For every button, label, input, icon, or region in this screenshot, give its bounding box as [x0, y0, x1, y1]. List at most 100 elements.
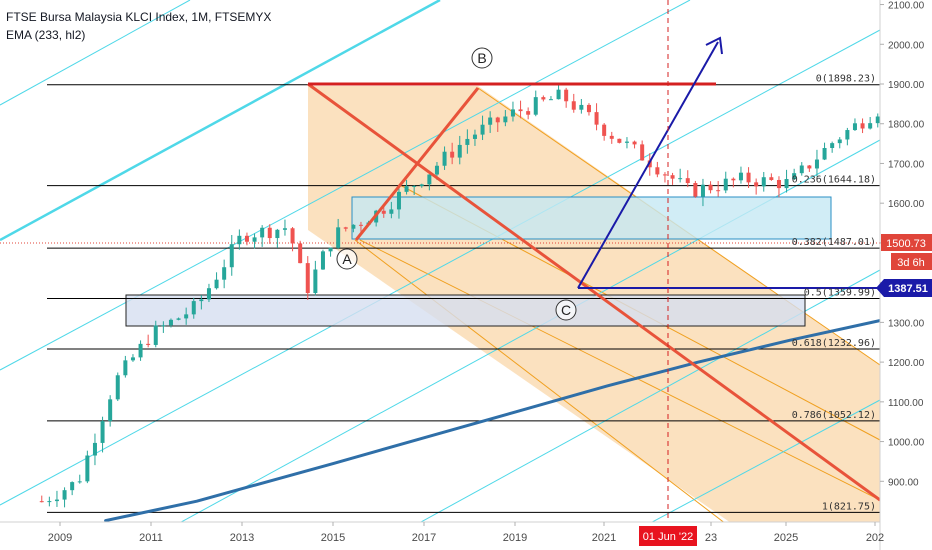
candle-body: [54, 499, 59, 502]
candle-body: [769, 177, 774, 180]
candle-body: [343, 227, 348, 229]
candle-body: [556, 89, 561, 100]
candle-body: [404, 186, 409, 192]
fib-level-label: 0(1898.23): [816, 74, 876, 85]
candle-body: [708, 184, 713, 191]
candle-body: [510, 109, 515, 117]
date-marker-tag: 01 Jun '22: [639, 526, 697, 546]
candle-body: [533, 97, 538, 115]
arrow-head-icon: [705, 36, 723, 55]
x-axis[interactable]: 2009 2011 2013 2015 2017 2019 2021 23 2025 202: [48, 522, 884, 544]
candle-body: [123, 360, 128, 376]
y-tick-label: 900.00: [888, 477, 919, 488]
candle-body: [579, 104, 584, 110]
candle-body: [267, 227, 272, 239]
candle-body: [313, 269, 318, 293]
x-tick-label: 2013: [230, 532, 254, 544]
candle-body: [807, 165, 812, 169]
y-tick-label: 2000.00: [888, 40, 925, 51]
candle-body: [191, 301, 196, 315]
candle-body: [868, 123, 873, 129]
candle-body: [685, 178, 690, 184]
candle-body: [860, 123, 865, 129]
candle-body: [427, 174, 432, 185]
candle-body: [244, 235, 249, 242]
candle-body: [488, 117, 493, 125]
y-tick-label: 1800.00: [888, 120, 925, 131]
candle-body: [298, 243, 303, 264]
candle-body: [526, 111, 531, 115]
candle-body: [746, 172, 751, 183]
candle-body: [85, 455, 90, 482]
ema-line: [104, 319, 880, 522]
candle-body: [852, 123, 857, 131]
candle-body: [480, 124, 485, 135]
y-tick-label: 1300.00: [888, 318, 925, 329]
candle-body: [655, 167, 660, 175]
candle-body: [336, 227, 341, 248]
candle-body: [389, 209, 394, 214]
candle-body: [594, 112, 599, 125]
wave-a-b-line: [354, 87, 480, 241]
candle-body: [822, 148, 827, 160]
candle-body: [465, 138, 470, 145]
candle-body: [146, 343, 151, 345]
candle-body: [678, 178, 683, 180]
candle-body: [39, 501, 44, 503]
candle-body: [396, 191, 401, 210]
candle-body: [472, 134, 477, 139]
candle-body: [503, 116, 508, 123]
point-a-marker: A: [336, 248, 358, 270]
candle-body: [260, 227, 265, 238]
candle-body: [700, 184, 705, 197]
candle-body: [723, 178, 728, 191]
last-price-tag: 1500.73: [881, 234, 932, 251]
candle-body: [176, 318, 181, 320]
candle-body: [586, 104, 591, 113]
countdown-tag: 3d 6h: [891, 253, 932, 270]
candle-body: [495, 117, 500, 123]
candle-body: [282, 228, 287, 230]
candle-body: [693, 183, 698, 197]
svg-text:3d 6h: 3d 6h: [897, 257, 925, 269]
candle-body: [62, 490, 67, 500]
fib-level-label: 0.236(1644.18): [792, 175, 876, 186]
candle-body: [92, 442, 97, 456]
candle-body: [738, 172, 743, 181]
x-tick-label: 2011: [139, 532, 163, 544]
candle-body: [328, 247, 333, 252]
candle-body: [77, 481, 82, 483]
projection-arrow-shaft: [577, 41, 719, 289]
candle-body: [571, 101, 576, 110]
candle-body: [792, 173, 797, 180]
chart-legend: FTSE Bursa Malaysia KLCI Index, 1M, FTSE…: [6, 8, 271, 44]
downtrend-line: [307, 82, 880, 502]
y-tick-label: 2100.00: [888, 1, 925, 12]
candle-body: [252, 237, 257, 242]
candle-body: [450, 151, 455, 158]
candle-body: [419, 184, 424, 186]
candle-body: [108, 399, 113, 422]
y-tick-label: 1000.00: [888, 438, 925, 449]
candle-body: [457, 144, 462, 158]
candle-body: [814, 159, 819, 169]
candle-body: [617, 138, 622, 143]
candle-body: [138, 343, 143, 358]
candle-body: [609, 135, 614, 139]
candle-body: [624, 141, 629, 143]
svg-text:1500.73: 1500.73: [886, 238, 926, 250]
candle-body: [875, 116, 880, 124]
fib-level-label: 0.382(1487.01): [792, 237, 876, 248]
candle-body: [761, 177, 766, 187]
x-tick-label: 2009: [48, 532, 72, 544]
fib-labels: 0(1898.23) 0.236(1644.18) 0.382(1487.01) 0.…: [792, 74, 876, 513]
svg-text:1387.51: 1387.51: [888, 283, 928, 295]
candle-body: [602, 124, 607, 136]
candle-body: [442, 151, 447, 166]
candle-body: [564, 89, 569, 102]
candle-body: [351, 224, 356, 229]
candle-body: [548, 99, 553, 101]
fib-level-label: 0.618(1232.96): [792, 338, 876, 349]
